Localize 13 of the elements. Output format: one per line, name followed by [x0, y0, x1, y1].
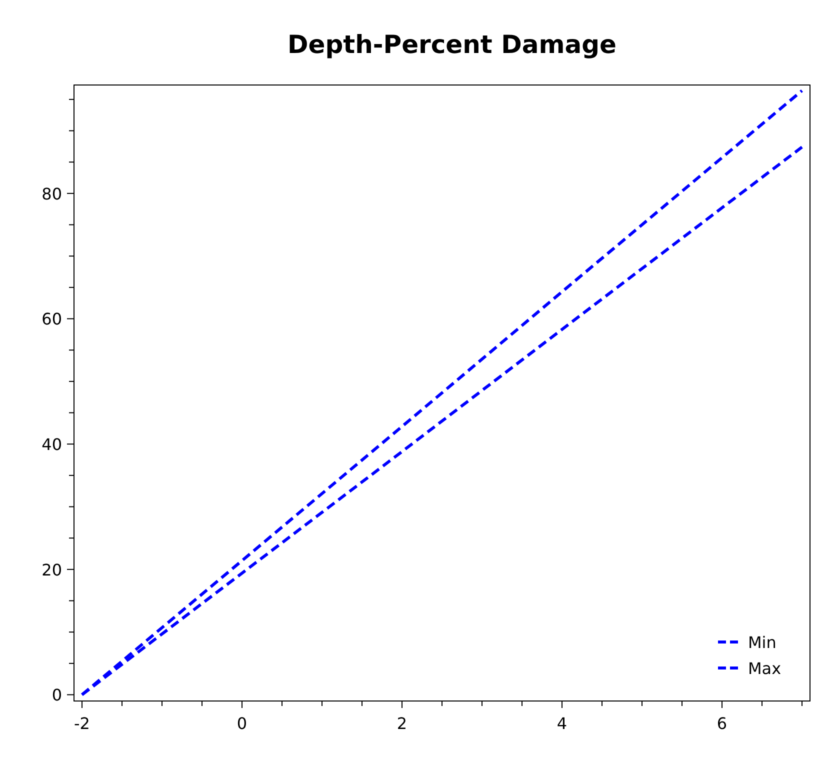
y-tick-label: 40: [42, 435, 62, 454]
legend-label: Max: [748, 659, 782, 678]
y-tick-label: 0: [52, 686, 62, 705]
x-tick-label: 4: [556, 714, 568, 733]
legend-label: Min: [748, 633, 776, 652]
y-tick-label: 60: [42, 310, 62, 329]
y-tick-label: 20: [42, 560, 62, 580]
y-tick-label: 80: [42, 184, 62, 204]
x-tick-label: 6: [716, 714, 728, 733]
chart-title: Depth-Percent Damage: [288, 30, 616, 59]
x-tick-label: 0: [236, 714, 248, 733]
x-tick-label: -2: [74, 714, 90, 733]
x-tick-label: 2: [396, 714, 408, 733]
